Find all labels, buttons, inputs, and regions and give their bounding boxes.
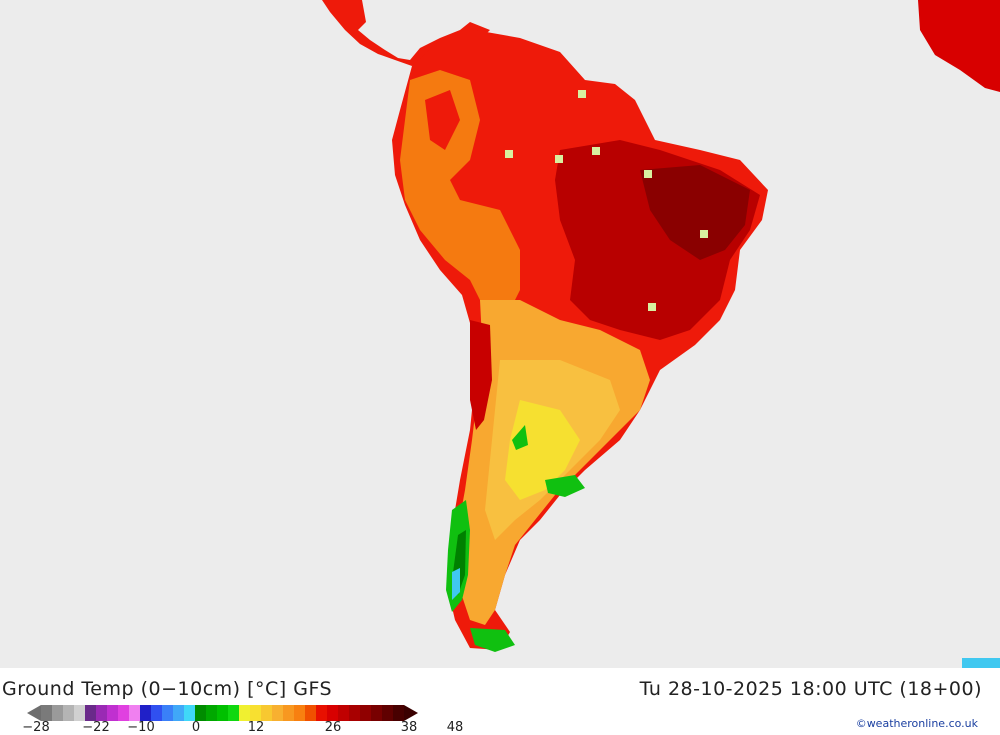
legend-color-box (272, 705, 283, 721)
legend-color-box (283, 705, 294, 721)
pale-cell (644, 170, 652, 178)
legend-color-box (305, 705, 316, 721)
valid-datetime: Tu 28-10-2025 18:00 UTC (18+00) (639, 678, 982, 700)
legend-color-box (217, 705, 228, 721)
pale-cell (505, 150, 513, 158)
legend-color-box (250, 705, 261, 721)
legend-color-box (382, 705, 393, 721)
green-patch-2 (512, 425, 528, 450)
legend-color-box (118, 705, 129, 721)
tierra-del-fuego (470, 628, 515, 652)
legend-color-box (96, 705, 107, 721)
legend-tick: 12 (247, 720, 265, 735)
legend-color-box (52, 705, 63, 721)
legend-tick: 38 (400, 720, 418, 735)
argentina-yellow (505, 400, 580, 500)
legend-color-box (140, 705, 151, 721)
map-area (0, 0, 1000, 668)
legend-arrow-left (27, 705, 41, 721)
legend-color-box (63, 705, 74, 721)
legend-color-box (85, 705, 96, 721)
legend-color-box (360, 705, 371, 721)
color-legend (27, 705, 418, 721)
pale-cell (578, 90, 586, 98)
temperature-map (322, 0, 1000, 668)
legend-color-box (261, 705, 272, 721)
legend-tick: −10 (127, 720, 155, 735)
pale-cell (592, 147, 600, 155)
pale-cell (648, 303, 656, 311)
chile-red-strip (470, 320, 492, 430)
legend-color-box (74, 705, 85, 721)
legend-color-box (316, 705, 327, 721)
legend-arrow-right (404, 705, 418, 721)
legend-color-box (349, 705, 360, 721)
legend-color-box (41, 705, 52, 721)
legend-color-box (393, 705, 404, 721)
credit-link[interactable]: ©weatheronline.co.uk (855, 717, 978, 730)
andes-red-inner (425, 90, 460, 150)
legend-color-box (173, 705, 184, 721)
legend-color-box (239, 705, 250, 721)
patagonia-cyan (452, 568, 460, 600)
legend-color-box (151, 705, 162, 721)
legend-tick: 26 (324, 720, 342, 735)
green-patch-1 (545, 475, 585, 497)
pale-cell (700, 230, 708, 238)
pale-cell (555, 155, 563, 163)
legend-tick: 48 (446, 720, 464, 735)
legend-color-box (129, 705, 140, 721)
legend-color-box (228, 705, 239, 721)
legend-color-box (294, 705, 305, 721)
map-title: Ground Temp (0−10cm) [°C] GFS (2, 678, 333, 700)
legend-color-box (195, 705, 206, 721)
brazil-hottest (640, 165, 750, 260)
legend-color-box (206, 705, 217, 721)
footer (0, 668, 1000, 733)
legend-color-box (162, 705, 173, 721)
legend-tick: −22 (82, 720, 110, 735)
legend-tick: 0 (191, 720, 201, 735)
legend-color-box (107, 705, 118, 721)
legend-tick: −28 (22, 720, 50, 735)
legend-color-box (184, 705, 195, 721)
legend-color-box (338, 705, 349, 721)
africa-landmass (918, 0, 1000, 92)
legend-color-box (371, 705, 382, 721)
cyan-patch (962, 658, 1000, 668)
legend-color-box (327, 705, 338, 721)
